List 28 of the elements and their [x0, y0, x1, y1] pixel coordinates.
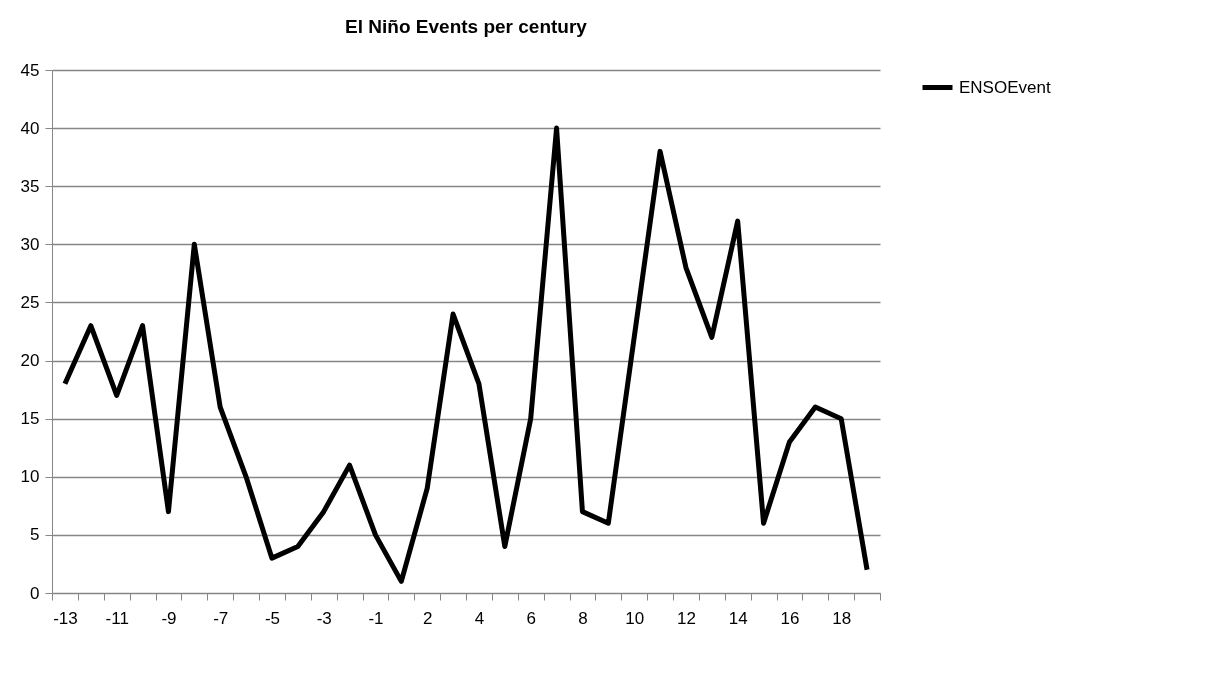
y-tick-label: 30	[20, 234, 40, 254]
x-tick-label: -7	[213, 608, 229, 628]
chart-title: El Niño Events per century	[345, 16, 588, 37]
x-tick-label: 16	[780, 608, 800, 628]
y-tick-label: 40	[20, 118, 40, 138]
x-tick-label: 14	[728, 608, 748, 628]
x-tick-label: -9	[161, 608, 177, 628]
y-tick-label: 5	[30, 525, 40, 545]
x-tick-label: -11	[105, 608, 129, 628]
x-tick-label: -3	[316, 608, 332, 628]
y-tick-label: 45	[20, 60, 40, 80]
x-tick-label: -13	[53, 608, 78, 628]
y-tick-label: 25	[20, 292, 40, 312]
y-tick-label: 20	[20, 351, 40, 371]
x-tick-label: -5	[264, 608, 280, 628]
x-tick-label: 4	[474, 608, 485, 628]
x-tick-label: 18	[832, 608, 852, 628]
x-tick-label: 8	[578, 608, 588, 628]
x-tick-label: 10	[625, 608, 645, 628]
x-tick-label: 2	[422, 608, 433, 628]
y-tick-label: 10	[20, 467, 40, 487]
x-tick-label: 12	[676, 608, 696, 628]
x-tick-label: 6	[526, 608, 536, 628]
y-tick-label: 15	[20, 409, 40, 429]
legend-label: ENSOEvent	[959, 77, 1051, 97]
y-tick-label: 35	[20, 176, 40, 196]
y-tick-label: 0	[30, 583, 40, 603]
x-tick-label: -1	[368, 608, 384, 628]
